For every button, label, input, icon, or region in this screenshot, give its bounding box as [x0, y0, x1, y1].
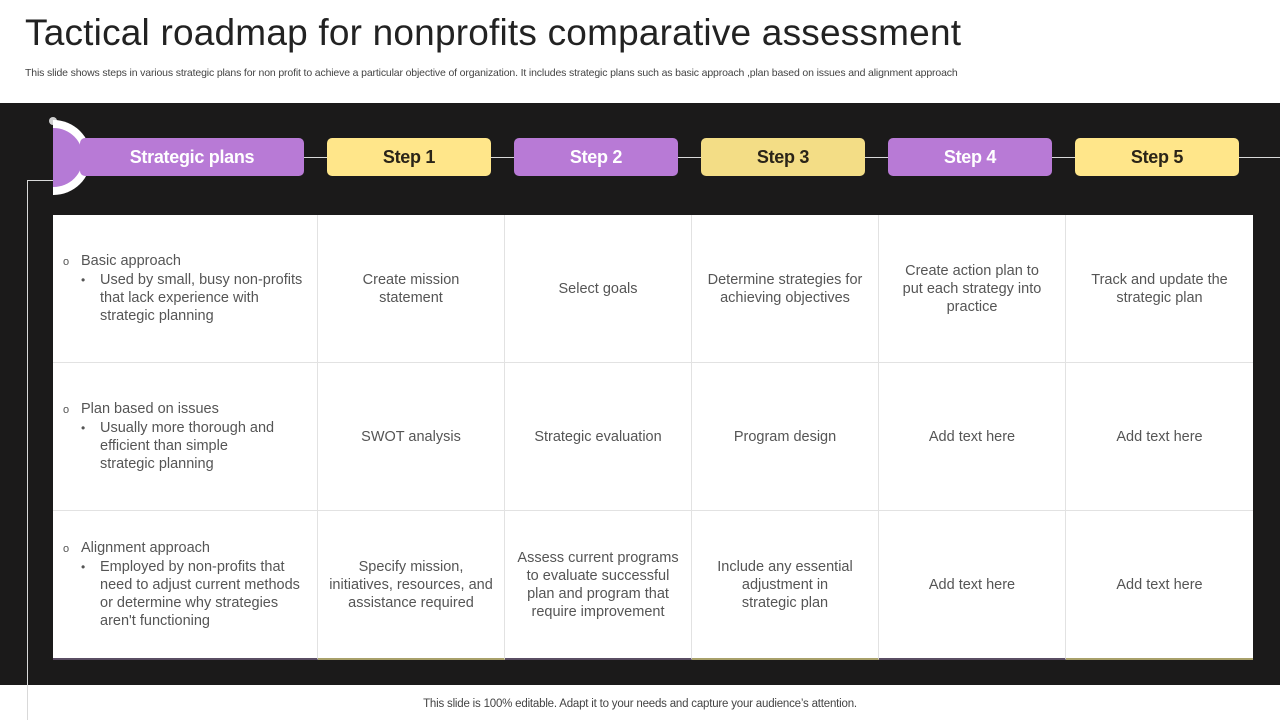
plan-cell-plan-based-on-issues: o Plan based on issues • Usually more th… — [53, 363, 318, 511]
cell-text: Program design — [733, 428, 837, 445]
dot-bullet-icon: • — [81, 273, 86, 287]
cell-text: Add text here — [928, 428, 1016, 445]
dot-bullet-icon: • — [81, 560, 86, 574]
comparison-table: o Basic approach • Used by small, busy n… — [53, 215, 1253, 660]
side-vertical-line — [27, 180, 28, 720]
table-cell: Program design — [692, 363, 879, 511]
header-step-5: Step 5 — [1075, 138, 1239, 176]
cell-text: Strategic evaluation — [534, 428, 662, 445]
cell-text: Add text here — [928, 576, 1016, 593]
plan-name: Basic approach — [81, 253, 181, 269]
table-cell: Select goals — [505, 215, 692, 363]
ring-bullet-icon: o — [63, 404, 70, 416]
table-cell: SWOT analysis — [318, 363, 505, 511]
header-step-4: Step 4 — [888, 138, 1052, 176]
header-connector-line — [90, 157, 1280, 158]
footer-note: This slide is 100% editable. Adapt it to… — [423, 698, 857, 710]
cell-text: Assess current programs to evaluate succ… — [517, 549, 679, 620]
table-cell: Assess current programs to evaluate succ… — [505, 511, 692, 660]
ring-bullet-icon: o — [63, 543, 70, 555]
table-cell: Include any essential adjustment in stra… — [692, 511, 879, 660]
cell-text: Determine strategies for achieving objec… — [707, 271, 863, 306]
table-cell: Create mission statement — [318, 215, 505, 363]
plan-description: Usually more thorough and efficient than… — [100, 420, 275, 472]
header-strategic-plans: Strategic plans — [80, 138, 304, 176]
ring-bullet-icon: o — [63, 256, 70, 268]
plan-description: Used by small, busy non-profits that lac… — [100, 272, 303, 324]
cell-text: Create mission statement — [362, 271, 460, 306]
table-cell: Determine strategies for achieving objec… — [692, 215, 879, 363]
side-connector-line — [27, 180, 55, 181]
cell-text: Create action plan to put each strategy … — [902, 262, 1042, 315]
header-step-2: Step 2 — [514, 138, 678, 176]
header-step-3: Step 3 — [701, 138, 865, 176]
plan-cell-basic-approach: o Basic approach • Used by small, busy n… — [53, 215, 318, 363]
cell-text: Select goals — [558, 280, 638, 297]
table-cell: Track and update the strategic plan — [1066, 215, 1253, 363]
cell-text: Include any essential adjustment in stra… — [717, 558, 853, 611]
table-cell: Add text here — [879, 363, 1066, 511]
page-title: Tactical roadmap for nonprofits comparat… — [25, 12, 962, 53]
plan-name: Plan based on issues — [81, 401, 219, 417]
table-cell: Strategic evaluation — [505, 363, 692, 511]
table-cell: Add text here — [1066, 363, 1253, 511]
cell-text: Specify mission, initiatives, resources,… — [329, 558, 493, 611]
table-cell: Add text here — [1066, 511, 1253, 660]
cell-text: Track and update the strategic plan — [1091, 271, 1228, 306]
cell-text: SWOT analysis — [361, 428, 461, 445]
table-cell: Add text here — [879, 511, 1066, 660]
plan-name: Alignment approach — [81, 540, 210, 556]
dot-bullet-icon: • — [81, 421, 86, 435]
cell-text: Add text here — [1116, 428, 1203, 445]
plan-cell-alignment-approach: o Alignment approach • Employed by non-p… — [53, 511, 318, 660]
cell-text: Add text here — [1116, 576, 1203, 593]
page-subtitle: This slide shows steps in various strate… — [25, 67, 958, 79]
plan-description: Employed by non-profits that need to adj… — [100, 559, 300, 629]
table-cell: Specify mission, initiatives, resources,… — [318, 511, 505, 660]
header-step-1: Step 1 — [327, 138, 491, 176]
table-cell: Create action plan to put each strategy … — [879, 215, 1066, 363]
